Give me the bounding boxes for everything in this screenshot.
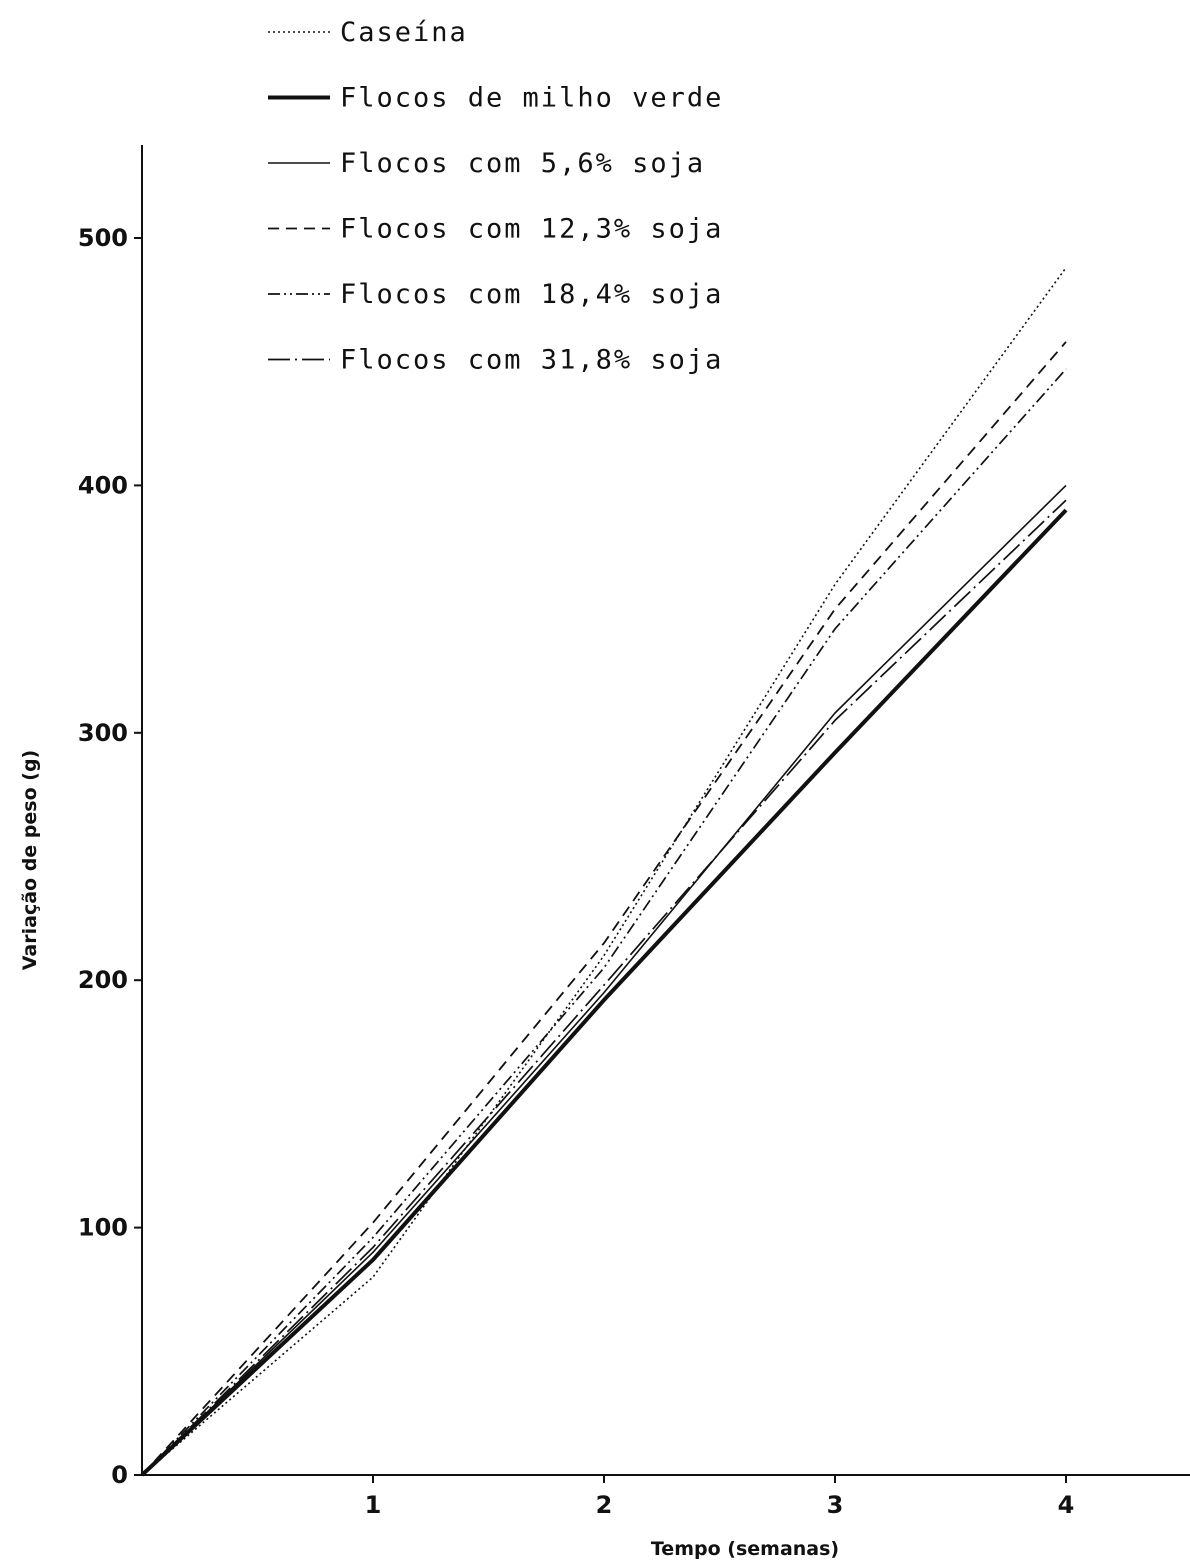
legend-label-1: Caseína (340, 17, 468, 48)
series-line-5 (141, 368, 1067, 1476)
series-line-4 (141, 341, 1067, 1476)
x-tick-label: 2 (596, 1491, 613, 1519)
series-line-3 (141, 484, 1067, 1476)
series-line-1 (141, 267, 1067, 1476)
series-line-6 (141, 499, 1067, 1476)
x-tick-label: 4 (1058, 1491, 1075, 1519)
legend-label-5: Flocos com 18,4% soja (340, 279, 723, 310)
y-axis-title: Variação de peso (g) (19, 750, 41, 970)
legend-label-6: Flocos com 31,8% soja (340, 345, 723, 376)
y-tick-label: 300 (78, 719, 128, 747)
y-tick-label: 0 (111, 1461, 128, 1489)
legend: Caseína Flocos de milho verde Flocos com 5… (268, 17, 723, 376)
x-tick-label: 3 (827, 1491, 844, 1519)
series-layer (140, 267, 1068, 1477)
x-axis-title: Tempo (semanas) (651, 1538, 839, 1560)
y-tick-label: 200 (78, 966, 128, 994)
x-tick-label: 1 (365, 1491, 382, 1519)
y-tick-label: 100 (78, 1214, 128, 1242)
legend-label-2: Flocos de milho verde (340, 83, 723, 114)
y-tick-label: 400 (78, 471, 128, 499)
legend-label-3: Flocos com 5,6% soja (340, 148, 705, 179)
series-line-2 (140, 508, 1068, 1477)
legend-label-4: Flocos com 12,3% soja (340, 214, 723, 245)
axes: 0 100 200 300 400 500 1 2 3 4 (78, 145, 1190, 1519)
y-tick-label: 500 (78, 224, 128, 252)
